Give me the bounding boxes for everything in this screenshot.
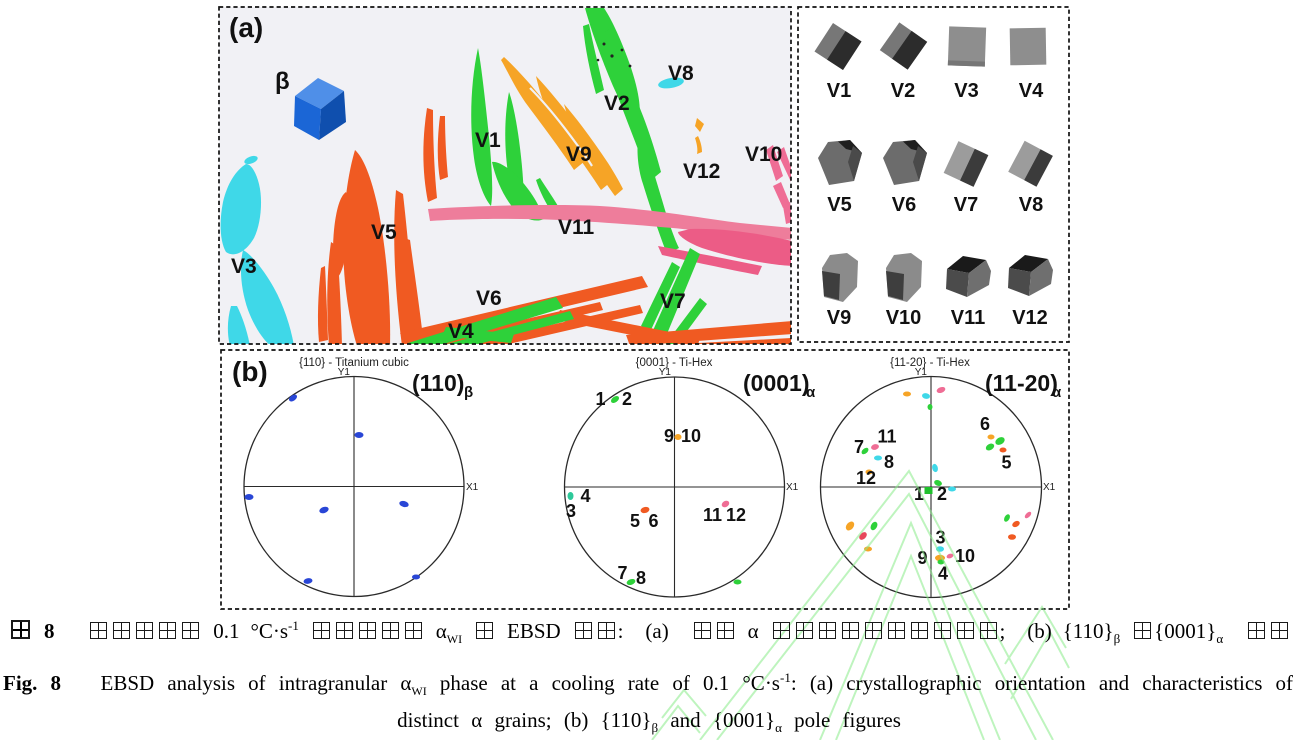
svg-text:4: 4 xyxy=(580,486,590,506)
svg-text:V11: V11 xyxy=(951,307,985,329)
svg-text:V6: V6 xyxy=(476,287,502,310)
svg-text:(11-20): (11-20) xyxy=(985,370,1058,396)
svg-text:X1: X1 xyxy=(1043,482,1056,493)
svg-text:V2: V2 xyxy=(604,92,630,115)
svg-text:V3: V3 xyxy=(231,255,257,278)
svg-text:5: 5 xyxy=(1001,453,1011,473)
svg-text:V12: V12 xyxy=(683,160,720,183)
svg-text:7: 7 xyxy=(854,437,864,457)
svg-text:V3: V3 xyxy=(954,80,978,102)
svg-text:12: 12 xyxy=(726,505,746,525)
svg-text:9: 9 xyxy=(917,548,927,568)
svg-text:2: 2 xyxy=(937,484,947,504)
svg-text:V8: V8 xyxy=(1019,194,1043,216)
svg-text:V1: V1 xyxy=(827,80,851,102)
svg-text:11: 11 xyxy=(877,427,896,447)
svg-text:12: 12 xyxy=(856,468,876,488)
svg-text:V4: V4 xyxy=(1019,80,1044,102)
svg-text:β: β xyxy=(464,384,473,401)
svg-text:{11-20} - Ti-Hex: {11-20} - Ti-Hex xyxy=(890,357,970,369)
svg-text:V7: V7 xyxy=(954,194,978,216)
svg-text:3: 3 xyxy=(566,501,576,521)
svg-text:V4: V4 xyxy=(448,320,474,343)
svg-text:10: 10 xyxy=(681,426,701,446)
svg-text:Y1: Y1 xyxy=(915,367,928,378)
svg-text:3: 3 xyxy=(935,528,945,548)
svg-text:Y1: Y1 xyxy=(659,367,672,378)
svg-text:V2: V2 xyxy=(891,80,915,102)
svg-text:V10: V10 xyxy=(745,143,782,166)
svg-text:2: 2 xyxy=(622,389,632,409)
svg-text:α: α xyxy=(806,384,816,401)
svg-text:9: 9 xyxy=(664,426,674,446)
svg-text:(b): (b) xyxy=(232,356,268,387)
svg-text:1: 1 xyxy=(914,484,924,504)
svg-text:(a): (a) xyxy=(229,12,263,43)
svg-text:X1: X1 xyxy=(786,482,799,493)
svg-text:5: 5 xyxy=(630,511,640,531)
svg-text:7: 7 xyxy=(617,563,627,583)
svg-text:Y1: Y1 xyxy=(338,367,351,378)
svg-text:{110} - Titanium cubic: {110} - Titanium cubic xyxy=(299,357,409,369)
svg-text:8: 8 xyxy=(636,568,646,588)
svg-text:α: α xyxy=(1052,384,1062,401)
svg-text:X1: X1 xyxy=(466,482,479,493)
svg-text:11: 11 xyxy=(703,505,722,525)
svg-text:β: β xyxy=(275,68,290,95)
svg-text:V10: V10 xyxy=(886,307,922,329)
svg-text:V5: V5 xyxy=(371,221,397,244)
svg-text:V7: V7 xyxy=(660,290,686,313)
svg-text:6: 6 xyxy=(980,414,990,434)
svg-text:8: 8 xyxy=(884,452,894,472)
svg-text:(0001): (0001) xyxy=(743,370,809,396)
svg-text:4: 4 xyxy=(938,564,948,584)
svg-text:V12: V12 xyxy=(1012,307,1048,329)
svg-text:V6: V6 xyxy=(892,194,916,216)
svg-text:{0001} - Ti-Hex: {0001} - Ti-Hex xyxy=(636,357,713,369)
svg-text:10: 10 xyxy=(955,546,975,566)
svg-text:V5: V5 xyxy=(827,194,851,216)
svg-text:V9: V9 xyxy=(827,307,851,329)
svg-text:(110): (110) xyxy=(412,370,464,396)
svg-text:V1: V1 xyxy=(475,129,501,152)
svg-text:6: 6 xyxy=(648,511,658,531)
svg-text:V8: V8 xyxy=(668,62,694,85)
svg-text:V11: V11 xyxy=(558,216,595,239)
svg-text:V9: V9 xyxy=(566,143,592,166)
svg-text:1: 1 xyxy=(595,389,605,409)
